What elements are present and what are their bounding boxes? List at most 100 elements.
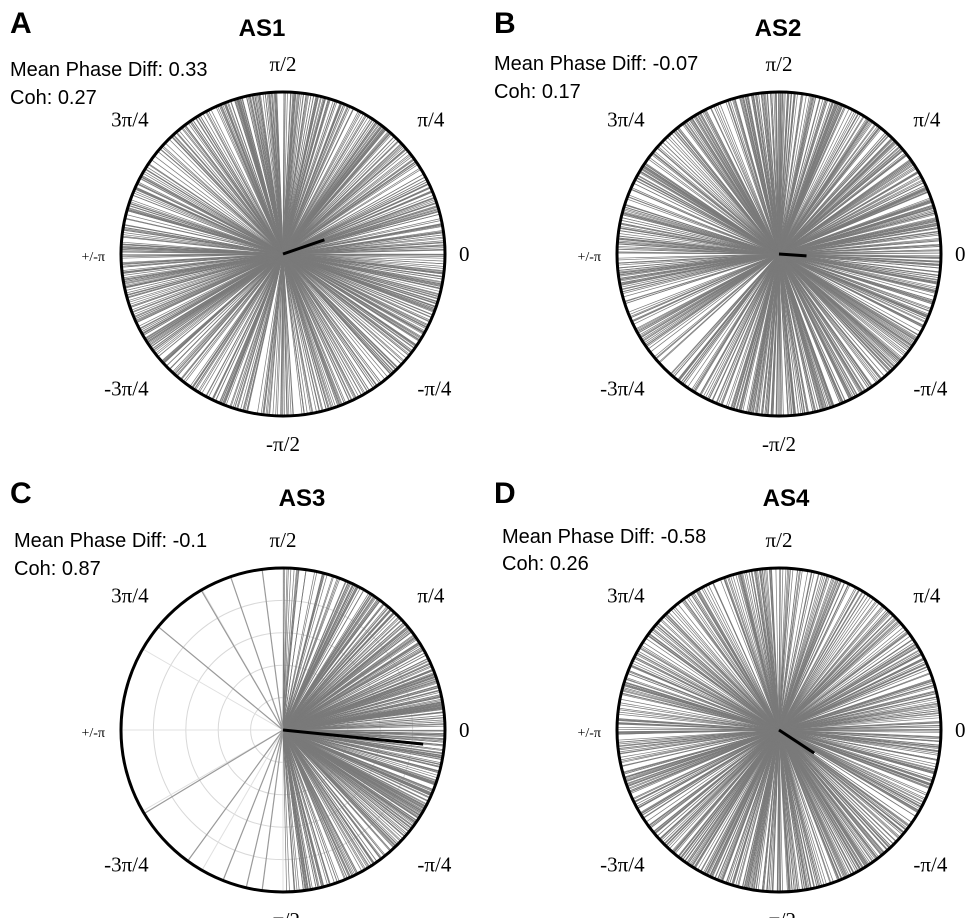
phase-line — [269, 253, 284, 416]
phase-line — [282, 253, 434, 316]
phase-line — [124, 253, 284, 286]
phase-line — [282, 253, 317, 413]
phase-line — [233, 99, 284, 255]
phase-line — [122, 253, 284, 274]
phase-line — [705, 585, 780, 731]
angle-label: -π/4 — [913, 376, 947, 400]
phase-line — [282, 253, 382, 383]
phase-lines — [616, 91, 942, 417]
mean-vector — [778, 252, 807, 258]
phase-line — [282, 662, 431, 731]
phase-line — [282, 729, 338, 883]
phase-line — [778, 253, 871, 388]
phase-line — [282, 729, 356, 876]
phase-line — [778, 661, 926, 731]
phase-line — [128, 253, 284, 305]
phase-line — [691, 729, 780, 867]
phase-line — [778, 253, 940, 279]
phase-line — [151, 159, 284, 255]
phase-line — [652, 152, 780, 255]
phase-line — [124, 253, 284, 289]
phase-line — [778, 253, 816, 412]
phase-line — [282, 568, 300, 731]
phase-line — [181, 127, 284, 255]
phase-line — [282, 729, 398, 845]
phase-line — [697, 729, 780, 871]
phase-line — [127, 253, 284, 302]
phase-line — [282, 729, 442, 766]
panel-letter: A — [10, 7, 32, 40]
phase-line — [271, 92, 284, 255]
phase-line — [282, 253, 305, 415]
phase-line — [282, 253, 442, 287]
phase-line — [648, 729, 780, 827]
phase-line — [778, 253, 906, 357]
phase-line — [282, 729, 427, 807]
phase-line — [164, 142, 284, 255]
phase-line — [282, 253, 345, 405]
phase-line — [778, 729, 888, 851]
angle-label: +/-π — [81, 250, 105, 265]
phase-line — [643, 729, 780, 819]
phase-line — [778, 568, 794, 731]
phase-line — [282, 729, 433, 794]
phase-line — [149, 253, 284, 347]
phase-line — [636, 729, 780, 808]
phase-line — [778, 253, 889, 374]
phase-line — [122, 232, 284, 255]
phase-line — [662, 729, 780, 843]
phase-line — [243, 253, 284, 412]
phase-lines — [120, 91, 446, 417]
phase-line — [210, 108, 284, 255]
phase-line — [705, 109, 780, 255]
phase-line — [148, 163, 284, 255]
phase-line — [778, 631, 909, 731]
panel-as3: C AS3 Mean Phase Diff: -0.1 Coh: 0.87 0 π… — [10, 477, 470, 918]
phase-line — [778, 253, 938, 288]
phase-line — [778, 253, 789, 416]
coherence: Coh: 0.87 — [14, 558, 101, 580]
phase-line — [132, 192, 284, 255]
phase-line — [282, 253, 351, 402]
phase-line — [778, 253, 855, 398]
phase-line — [631, 662, 780, 731]
phase-line — [741, 729, 780, 888]
phase-line — [629, 665, 780, 731]
phase-line — [282, 253, 313, 414]
phase-line — [282, 253, 335, 409]
phase-line — [282, 568, 295, 731]
phase-line — [282, 567, 285, 731]
phase-line — [146, 253, 284, 343]
mean-phase-diff: Mean Phase Diff: -0.07 — [494, 53, 698, 75]
phase-line — [778, 253, 844, 404]
phase-line — [282, 114, 366, 255]
phase-line — [729, 729, 780, 885]
phase-line — [282, 253, 442, 289]
coherence-label: Coh: — [10, 87, 52, 109]
phase-line — [778, 587, 858, 731]
phase-line — [751, 570, 780, 731]
phase-line — [660, 729, 780, 842]
phase-line — [121, 253, 284, 268]
phase-line — [282, 729, 397, 847]
phase-line — [282, 729, 300, 892]
phase-line — [778, 568, 787, 731]
phase-line — [778, 253, 926, 324]
phase-line — [778, 583, 849, 731]
phase-line — [666, 136, 780, 255]
phase-line — [282, 133, 393, 255]
phase-line — [282, 729, 287, 893]
phase-line — [778, 729, 940, 750]
phase-line — [282, 717, 445, 731]
phase-line — [282, 729, 312, 890]
phase-line — [778, 686, 936, 731]
phase-line — [282, 571, 318, 731]
phase-line — [738, 729, 780, 887]
phase-line — [732, 98, 780, 255]
phase-line — [638, 253, 780, 336]
phase-line — [620, 253, 780, 286]
phase-line — [635, 253, 780, 331]
phase-line — [282, 729, 439, 776]
phase-line — [717, 729, 780, 881]
phase-line — [634, 656, 780, 731]
